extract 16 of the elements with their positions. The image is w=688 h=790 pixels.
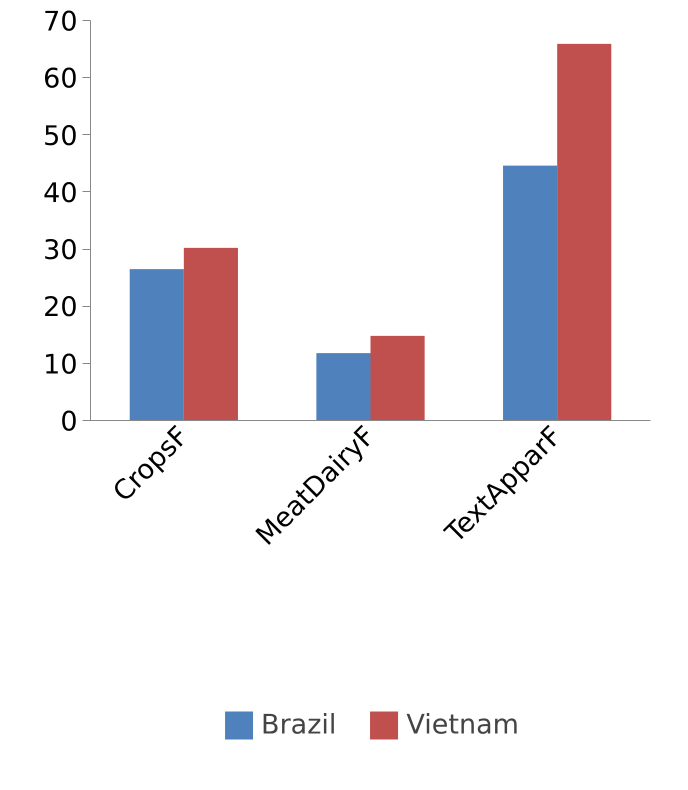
y-tick-label: 0 (60, 406, 78, 438)
y-tick-label: 40 (43, 178, 78, 209)
bar (184, 248, 238, 420)
bar (316, 353, 370, 420)
bar (370, 336, 425, 420)
legend-label: Vietnam (406, 710, 519, 740)
y-tick-label: 30 (43, 235, 78, 266)
y-tick-label: 60 (43, 64, 78, 95)
y-tick-label: 20 (43, 292, 78, 324)
bar (130, 269, 184, 420)
legend-label: Brazil (261, 710, 336, 740)
bar (503, 166, 558, 420)
y-tick-label: 50 (43, 120, 78, 152)
bar (557, 44, 612, 420)
y-tick-label: 70 (43, 6, 78, 38)
y-tick-label: 10 (43, 349, 78, 380)
